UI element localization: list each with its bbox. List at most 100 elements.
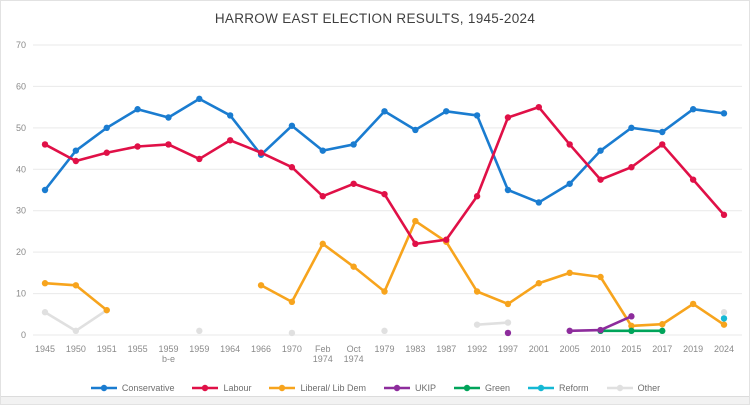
x-tick-label: Feb 1974 — [313, 344, 333, 364]
data-point-conservative — [473, 112, 481, 119]
chart-legend: Conservative Labour Liberal/ Lib Dem UKIP Gr… — [1, 378, 749, 398]
data-point-conservative — [41, 186, 49, 194]
data-point-conservative — [196, 95, 203, 103]
series-other — [41, 306, 728, 337]
y-tick-label: 20 — [16, 247, 26, 257]
data-point-labour — [689, 176, 697, 183]
data-point-liberal-lib-dem — [350, 263, 357, 270]
series-green — [597, 327, 666, 335]
legend-label: Conservative — [121, 383, 175, 393]
x-tick-label: 1966 — [251, 344, 271, 354]
x-tick-label: Oct 1974 — [344, 344, 364, 364]
series-line-other — [475, 321, 510, 326]
data-point-other — [72, 327, 80, 335]
data-point-conservative — [689, 106, 697, 113]
data-point-labour — [350, 180, 357, 187]
data-point-liberal-lib-dem — [566, 269, 573, 277]
x-tick-label: 1959 b-e — [158, 344, 178, 364]
data-point-labour — [504, 114, 512, 121]
x-tick-label: 1951 — [97, 344, 117, 354]
legend-marker-ukip — [384, 384, 411, 392]
data-point-ukip — [628, 313, 635, 320]
series-ukip — [504, 313, 635, 337]
legend-marker-liberal-lib-dem — [269, 384, 296, 392]
bottom-strip — [1, 396, 749, 404]
data-point-liberal-lib-dem — [319, 240, 326, 248]
y-tick-label: 10 — [16, 289, 26, 299]
data-point-liberal-lib-dem — [659, 321, 666, 328]
data-point-liberal-lib-dem — [381, 288, 388, 295]
data-point-liberal-lib-dem — [689, 300, 697, 308]
legend-item-green: Green — [453, 383, 510, 393]
data-point-conservative — [535, 199, 543, 206]
y-tick-label: 60 — [16, 81, 26, 91]
legend-label: Liberal/ Lib Dem — [300, 383, 367, 393]
legend-marker-other — [606, 384, 633, 392]
data-point-labour — [443, 236, 450, 243]
data-point-conservative — [319, 147, 326, 154]
data-point-other — [720, 309, 728, 316]
series-conservative — [41, 95, 728, 206]
data-point-other — [504, 319, 512, 326]
series-reform — [720, 315, 728, 322]
data-point-conservative — [720, 110, 728, 117]
data-point-labour — [473, 193, 481, 200]
data-point-ukip — [597, 326, 604, 334]
data-point-labour — [720, 211, 728, 219]
data-point-labour — [103, 149, 110, 156]
x-tick-label: 1987 — [436, 344, 456, 354]
data-point-liberal-lib-dem — [628, 322, 635, 330]
data-point-labour — [659, 141, 666, 148]
x-tick-label: 1945 — [35, 344, 55, 354]
legend-label: Labour — [223, 383, 252, 393]
data-point-liberal-lib-dem — [720, 321, 728, 328]
data-point-conservative — [443, 108, 450, 115]
y-tick-label: 50 — [16, 123, 26, 133]
data-point-liberal-lib-dem — [535, 280, 543, 287]
data-point-conservative — [412, 126, 419, 134]
x-tick-label: 1964 — [220, 344, 240, 354]
legend-label: Reform — [559, 383, 589, 393]
data-point-labour — [226, 137, 234, 144]
data-point-labour — [535, 103, 543, 111]
data-point-labour — [381, 190, 388, 198]
data-point-liberal-lib-dem — [72, 282, 80, 289]
data-point-liberal-lib-dem — [41, 280, 49, 287]
chart-title: HARROW EAST ELECTION RESULTS, 1945-2024 — [214, 11, 536, 26]
data-point-green — [659, 327, 666, 335]
data-point-labour — [41, 141, 49, 148]
data-point-liberal-lib-dem — [473, 288, 481, 295]
x-tick-label: 2010 — [591, 344, 611, 354]
x-tick-label: 2001 — [529, 344, 549, 354]
legend-item-labour: Labour — [191, 383, 251, 393]
series-line-liberal-lib-dem — [259, 219, 726, 328]
x-tick-label: 1997 — [498, 344, 518, 354]
line-chart: 0 10 20 30 40 50 60 70 1945 1950 1951 1955 1959 b-e 19… — [16, 40, 742, 364]
legend-marker-labour — [192, 384, 219, 392]
data-point-labour — [566, 141, 573, 148]
legend-item-liberal-lib-dem: Liberal/ Lib Dem — [268, 383, 366, 393]
legend-marker-green — [454, 384, 481, 392]
data-point-conservative — [597, 147, 604, 154]
data-point-liberal-lib-dem — [288, 298, 296, 306]
legend-label: UKIP — [415, 383, 437, 393]
legend-label: Green — [485, 383, 511, 393]
y-tick-label: 40 — [16, 164, 26, 174]
x-tick-label: 2015 — [621, 344, 641, 354]
data-point-conservative — [103, 124, 110, 132]
x-tick-label: 1959 — [189, 344, 209, 354]
data-point-conservative — [165, 114, 172, 121]
x-tick-label: 1979 — [374, 344, 394, 354]
data-point-labour — [597, 176, 604, 183]
data-point-liberal-lib-dem — [504, 300, 512, 308]
legend-marker-reform — [528, 384, 555, 392]
data-point-other — [381, 327, 388, 335]
data-point-labour — [628, 164, 635, 171]
data-point-other — [41, 309, 49, 316]
data-point-labour — [288, 164, 296, 171]
x-tick-label: 2024 — [714, 344, 734, 354]
data-point-conservative — [226, 112, 234, 119]
data-point-labour — [196, 155, 203, 163]
x-tick-label: 2019 — [683, 344, 703, 354]
